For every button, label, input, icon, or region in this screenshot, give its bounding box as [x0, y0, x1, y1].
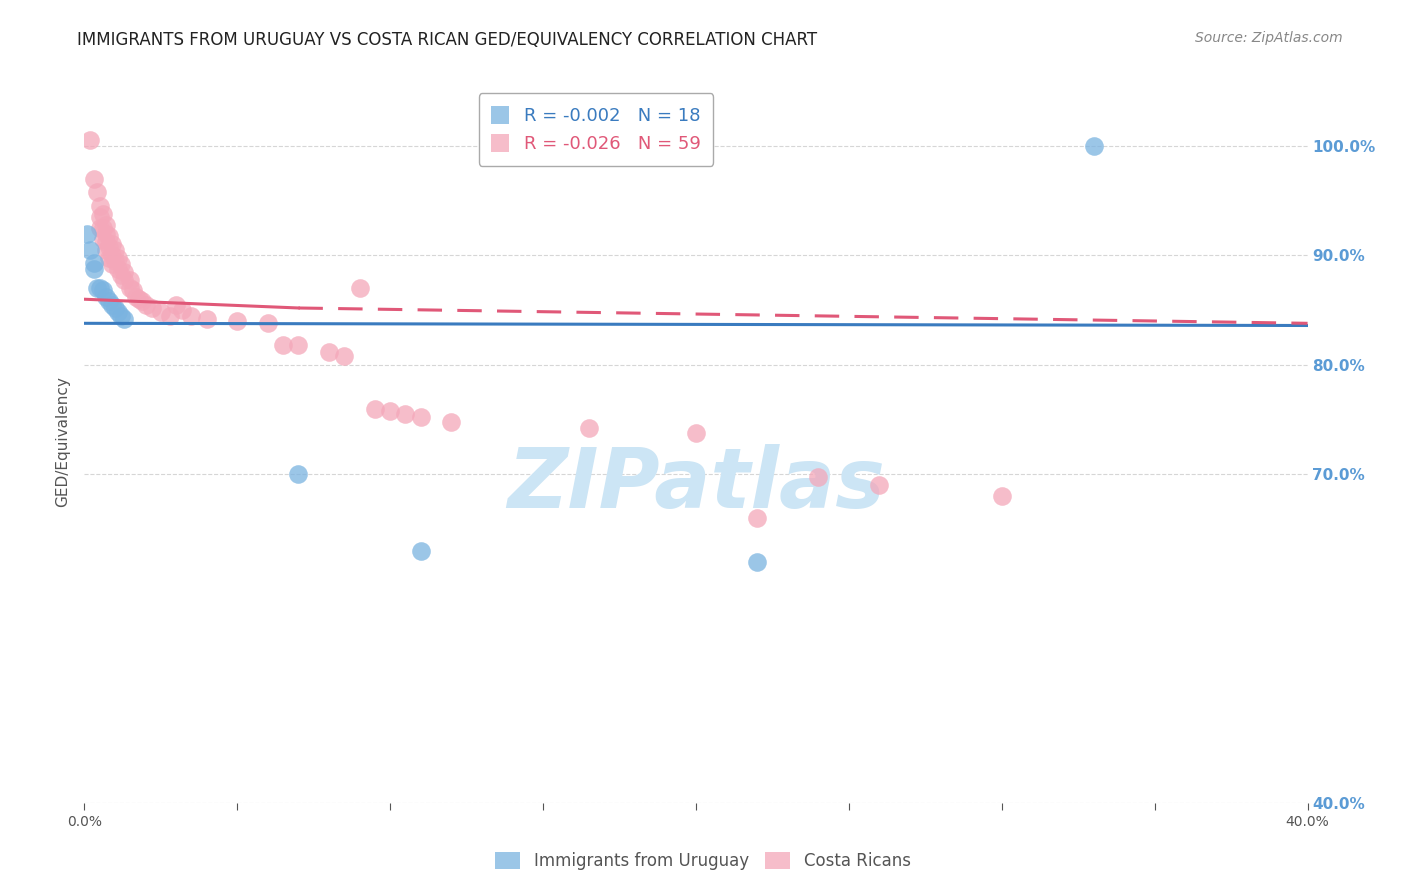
Point: [101, 248, 124, 262]
Point: [747, 555, 769, 569]
Point: [333, 349, 356, 363]
Point: [94, 243, 117, 257]
Point: [83, 256, 105, 270]
Text: Source: ZipAtlas.com: Source: ZipAtlas.com: [1195, 31, 1343, 45]
Point: [128, 292, 150, 306]
Point: [91, 284, 114, 298]
Point: [159, 309, 181, 323]
Text: ZIPatlas: ZIPatlas: [508, 444, 884, 525]
Point: [94, 218, 117, 232]
Point: [869, 478, 891, 492]
Point: [89, 221, 111, 235]
Point: [112, 312, 135, 326]
Point: [110, 268, 132, 282]
Point: [83, 261, 105, 276]
Point: [349, 281, 371, 295]
Point: [394, 407, 416, 421]
Point: [195, 312, 218, 326]
Point: [685, 425, 707, 440]
Legend: Immigrants from Uruguay, Costa Ricans: Immigrants from Uruguay, Costa Ricans: [489, 845, 917, 877]
Point: [112, 272, 135, 286]
Point: [97, 294, 120, 309]
Point: [83, 171, 105, 186]
Point: [89, 199, 111, 213]
Point: [76, 227, 98, 241]
Point: [91, 221, 114, 235]
Point: [257, 316, 280, 330]
Point: [101, 237, 124, 252]
Point: [135, 298, 157, 312]
Point: [89, 210, 111, 224]
Point: [101, 298, 124, 312]
Point: [380, 404, 402, 418]
Point: [86, 281, 108, 295]
Point: [104, 301, 127, 315]
Point: [165, 298, 187, 312]
Point: [120, 281, 142, 295]
Point: [110, 309, 132, 323]
Point: [578, 421, 600, 435]
Point: [104, 243, 127, 257]
Point: [287, 467, 309, 482]
Point: [104, 253, 127, 268]
Point: [409, 410, 432, 425]
Point: [101, 257, 124, 271]
Point: [79, 133, 101, 147]
Legend: R = -0.002   N = 18, R = -0.026   N = 59: R = -0.002 N = 18, R = -0.026 N = 59: [478, 93, 713, 166]
Point: [1083, 139, 1105, 153]
Point: [89, 281, 111, 295]
Point: [125, 290, 148, 304]
Point: [94, 227, 117, 241]
Point: [91, 207, 114, 221]
Point: [112, 265, 135, 279]
Text: IMMIGRANTS FROM URUGUAY VS COSTA RICAN GED/EQUIVALENCY CORRELATION CHART: IMMIGRANTS FROM URUGUAY VS COSTA RICAN G…: [77, 31, 817, 49]
Point: [94, 235, 117, 250]
Point: [122, 284, 145, 298]
Point: [107, 305, 129, 319]
Point: [107, 261, 129, 276]
Point: [120, 272, 142, 286]
Point: [318, 344, 340, 359]
Point: [141, 301, 163, 315]
Point: [149, 305, 172, 319]
Point: [807, 469, 830, 483]
Point: [287, 338, 309, 352]
Point: [226, 314, 249, 328]
Point: [97, 251, 120, 265]
Point: [271, 338, 294, 352]
Point: [747, 511, 769, 525]
Point: [440, 415, 463, 429]
Point: [110, 257, 132, 271]
Point: [97, 228, 120, 243]
Point: [991, 489, 1014, 503]
Point: [172, 303, 194, 318]
Point: [364, 401, 387, 416]
Point: [107, 251, 129, 265]
Point: [97, 240, 120, 254]
Point: [409, 544, 432, 558]
Point: [131, 294, 153, 309]
Y-axis label: GED/Equivalency: GED/Equivalency: [55, 376, 70, 507]
Point: [79, 243, 101, 257]
Point: [180, 309, 202, 323]
Point: [91, 232, 114, 246]
Point: [94, 290, 117, 304]
Point: [86, 185, 108, 199]
